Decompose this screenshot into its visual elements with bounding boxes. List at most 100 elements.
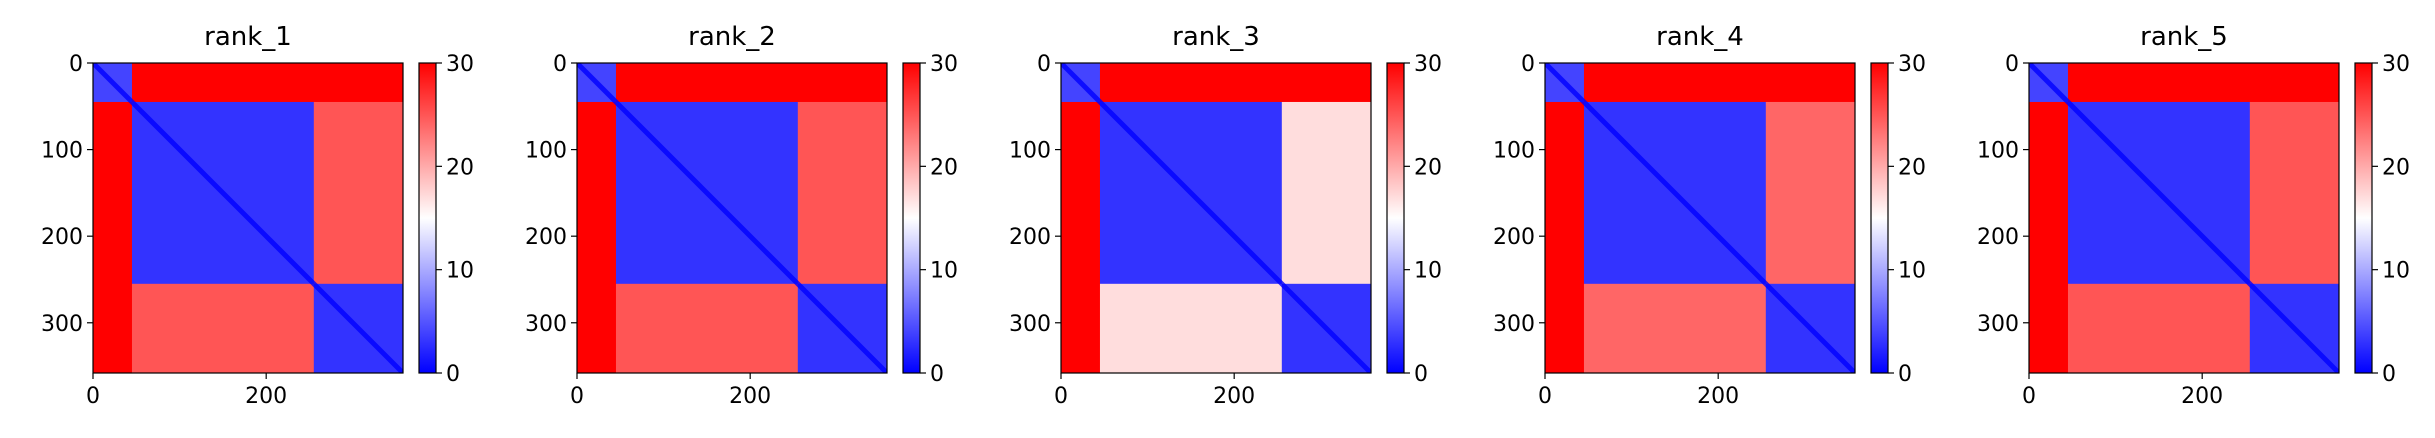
- heatmap-block: [131, 63, 315, 103]
- heatmap-block: [2249, 63, 2339, 103]
- heatmap-block: [2067, 283, 2251, 373]
- axes-frame: [2028, 62, 2340, 374]
- heatmap-block: [1281, 101, 1371, 285]
- colorbar-tick-label: 30: [446, 52, 474, 77]
- heatmap-diagonal: [1061, 63, 1371, 373]
- y-tick-label: 100: [1977, 139, 2019, 164]
- x-tick-label: 0: [2022, 384, 2036, 409]
- heatmap-block: [93, 101, 133, 285]
- x-tick-label: 200: [1213, 384, 1255, 409]
- colorbar-tick-label: 0: [1414, 362, 1428, 387]
- colorbar: [1386, 62, 1405, 374]
- heatmap-block: [1545, 283, 1585, 373]
- colorbar: [2354, 62, 2373, 374]
- colorbar-tick-label: 20: [930, 155, 958, 180]
- colorbar-tick-label: 20: [1414, 155, 1442, 180]
- subplot-title: rank_1: [204, 22, 292, 52]
- heatmap-block: [2067, 63, 2251, 103]
- colorbar-tick-label: 30: [930, 52, 958, 77]
- y-tick-label: 200: [41, 225, 83, 250]
- subplot-1: rank_1 0 200 0 100 200 300 0 10 20 30: [41, 22, 474, 409]
- subplot-2: rank_2 0 200 0 100 200 300 0 10 20 30: [525, 22, 958, 409]
- subplot-title: rank_2: [688, 22, 776, 52]
- heatmap-block: [2029, 101, 2069, 285]
- heatmap-block: [1765, 63, 1855, 103]
- heatmap-image: [1061, 63, 1371, 373]
- colorbar-tick-label: 10: [1414, 259, 1442, 284]
- heatmap-diagonal: [1545, 63, 1855, 373]
- heatmap-block: [1061, 283, 1101, 373]
- heatmap-block: [313, 63, 403, 103]
- subplot-title: rank_3: [1172, 22, 1260, 52]
- y-tick-label: 100: [1009, 139, 1051, 164]
- x-tick-label: 200: [1697, 384, 1739, 409]
- colorbar-tick-label: 0: [1898, 362, 1912, 387]
- colorbar-tick-label: 20: [2382, 155, 2410, 180]
- colorbar-tick-label: 30: [1414, 52, 1442, 77]
- subplot-5: rank_5 0 200 0 100 200 300 0 10 20 30: [1977, 22, 2410, 409]
- heatmap-block: [1583, 63, 1767, 103]
- heatmap-block: [2029, 283, 2069, 373]
- y-tick-label: 0: [69, 52, 83, 77]
- axes-frame: [1544, 62, 1856, 374]
- y-tick-label: 200: [1977, 225, 2019, 250]
- y-tick-label: 200: [1009, 225, 1051, 250]
- heatmap-diagonal: [577, 63, 887, 373]
- heatmap-block: [797, 63, 887, 103]
- y-tick-label: 100: [525, 139, 567, 164]
- subplot-title: rank_5: [2140, 22, 2228, 52]
- heatmap-block: [1765, 101, 1855, 285]
- heatmap-block: [1061, 101, 1101, 285]
- heatmap-block: [93, 283, 133, 373]
- colorbar: [902, 62, 921, 374]
- x-tick-label: 200: [245, 384, 287, 409]
- heatmap-diagonal: [93, 63, 403, 373]
- axes-frame: [92, 62, 404, 374]
- y-tick-label: 0: [553, 52, 567, 77]
- colorbar-tick-label: 0: [930, 362, 944, 387]
- colorbar-tick-label: 20: [446, 155, 474, 180]
- axes-frame: [1060, 62, 1372, 374]
- subplot-4: rank_4 0 200 0 100 200 300 0 10 20 30: [1493, 22, 1926, 409]
- heatmap-block: [313, 101, 403, 285]
- y-tick-label: 300: [525, 312, 567, 337]
- heatmap-block: [577, 283, 617, 373]
- colorbar-tick-label: 10: [2382, 259, 2410, 284]
- y-tick-label: 100: [1493, 139, 1535, 164]
- y-tick-label: 200: [1493, 225, 1535, 250]
- y-tick-label: 0: [1037, 52, 1051, 77]
- heatmap-image: [2029, 63, 2339, 373]
- colorbar-tick-label: 20: [1898, 155, 1926, 180]
- x-tick-label: 0: [86, 384, 100, 409]
- x-tick-label: 200: [729, 384, 771, 409]
- heatmap-image: [1545, 63, 1855, 373]
- y-tick-label: 300: [1493, 312, 1535, 337]
- colorbar-tick-label: 10: [1898, 259, 1926, 284]
- heatmap-block: [1545, 101, 1585, 285]
- x-tick-label: 200: [2181, 384, 2223, 409]
- y-tick-label: 0: [2005, 52, 2019, 77]
- y-tick-label: 300: [1009, 312, 1051, 337]
- heatmap-block: [1583, 283, 1767, 373]
- heatmap-diagonal: [2029, 63, 2339, 373]
- y-tick-label: 300: [1977, 312, 2019, 337]
- x-tick-label: 0: [1054, 384, 1068, 409]
- colorbar-tick-label: 0: [446, 362, 460, 387]
- y-tick-label: 200: [525, 225, 567, 250]
- heatmap-block: [1099, 63, 1283, 103]
- colorbar: [418, 62, 437, 374]
- y-tick-label: 100: [41, 139, 83, 164]
- heatmap-image: [93, 63, 403, 373]
- axes-frame: [576, 62, 888, 374]
- colorbar-tick-label: 30: [2382, 52, 2410, 77]
- x-tick-label: 0: [570, 384, 584, 409]
- y-tick-label: 0: [1521, 52, 1535, 77]
- colorbar-tick-label: 10: [930, 259, 958, 284]
- heatmap-block: [797, 101, 887, 285]
- colorbar-tick-label: 0: [2382, 362, 2396, 387]
- colorbar-tick-label: 10: [446, 259, 474, 284]
- heatmap-block: [1099, 283, 1283, 373]
- subplot-title: rank_4: [1656, 22, 1744, 52]
- heatmap-block: [1281, 63, 1371, 103]
